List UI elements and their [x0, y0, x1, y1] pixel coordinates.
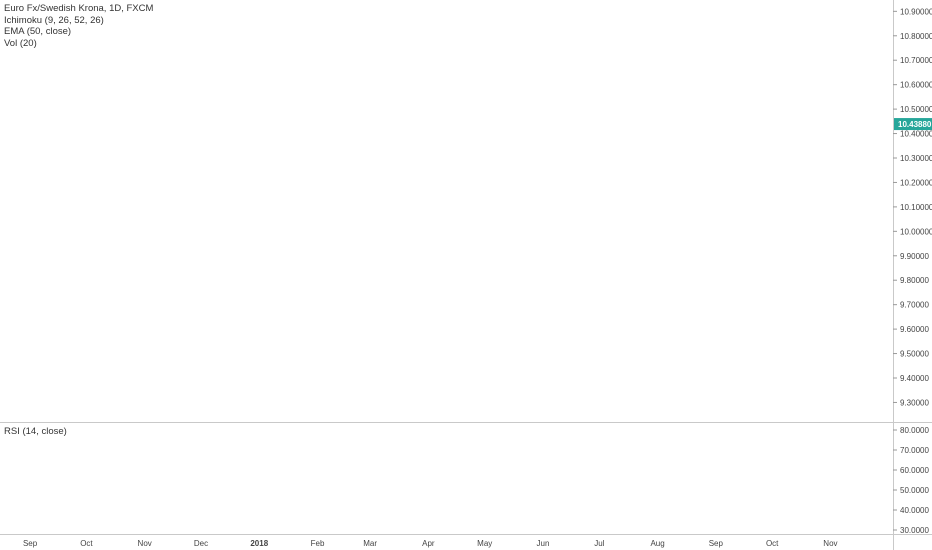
time-axis-label: Feb [311, 539, 325, 548]
price-axis-label: 10.70000 [900, 56, 932, 65]
time-axis-label: 2018 [250, 539, 268, 548]
rsi-axis-label: 40.0000 [900, 506, 929, 515]
price-axis-label: 10.90000 [900, 7, 932, 16]
price-axis-label: 9.60000 [900, 325, 929, 334]
rsi-axis-label: 60.0000 [900, 466, 929, 475]
price-axis-label: 10.20000 [900, 178, 932, 187]
rsi-axis-label: 30.0000 [900, 526, 929, 535]
price-axis-label: 10.60000 [900, 81, 932, 90]
rsi-axis-label: 80.0000 [900, 426, 929, 435]
legend-ema[interactable]: EMA (50, close) [4, 26, 72, 38]
price-axis-label: 9.50000 [900, 350, 929, 359]
price-axis-label: 10.30000 [900, 154, 932, 163]
chart-legend: Euro Fx/Swedish Krona, 1D, FXCM Ichimoku… [4, 3, 153, 49]
legend-ichimoku[interactable]: Ichimoku (9, 26, 52, 26) [4, 14, 104, 26]
last-price-label: 10.43880 [898, 120, 932, 129]
time-axis-label: Sep [709, 539, 724, 548]
last-price-tag [894, 118, 932, 131]
rsi-axis-label: 50.0000 [900, 486, 929, 495]
time-axis-label: Dec [194, 539, 208, 548]
rsi-axis-label: 70.0000 [900, 446, 929, 455]
price-axis-label: 9.70000 [900, 301, 929, 310]
time-axis-label: Jul [594, 539, 604, 548]
time-axis-label: Sep [23, 539, 38, 548]
price-axis-label: 9.30000 [900, 398, 929, 407]
time-axis-label: May [477, 539, 492, 548]
time-axis-label: Jun [537, 539, 550, 548]
time-axis-label: Nov [823, 539, 837, 548]
time-axis-label: Mar [363, 539, 377, 548]
time-axis-label: Apr [422, 539, 435, 548]
price-axis-label: 9.40000 [900, 374, 929, 383]
price-axis-label: 10.00000 [900, 227, 932, 236]
price-axis-label: 9.90000 [900, 252, 929, 261]
price-axis-label: 10.50000 [900, 105, 932, 114]
legend-symbol[interactable]: Euro Fx/Swedish Krona, 1D, FXCM [4, 3, 154, 14]
price-axis-label: 10.10000 [900, 203, 932, 212]
price-axis-label: 10.40000 [900, 130, 932, 139]
price-axis-label: 10.80000 [900, 32, 932, 41]
time-axis-label: Oct [80, 539, 93, 548]
price-axis-label: 9.80000 [900, 276, 929, 285]
rsi-legend[interactable]: RSI (14, close) [4, 426, 67, 437]
time-axis-label: Aug [650, 539, 664, 548]
time-axis-label: Oct [766, 539, 779, 548]
time-axis-label: Nov [138, 539, 152, 548]
legend-vol[interactable]: Vol (20) [4, 37, 37, 49]
